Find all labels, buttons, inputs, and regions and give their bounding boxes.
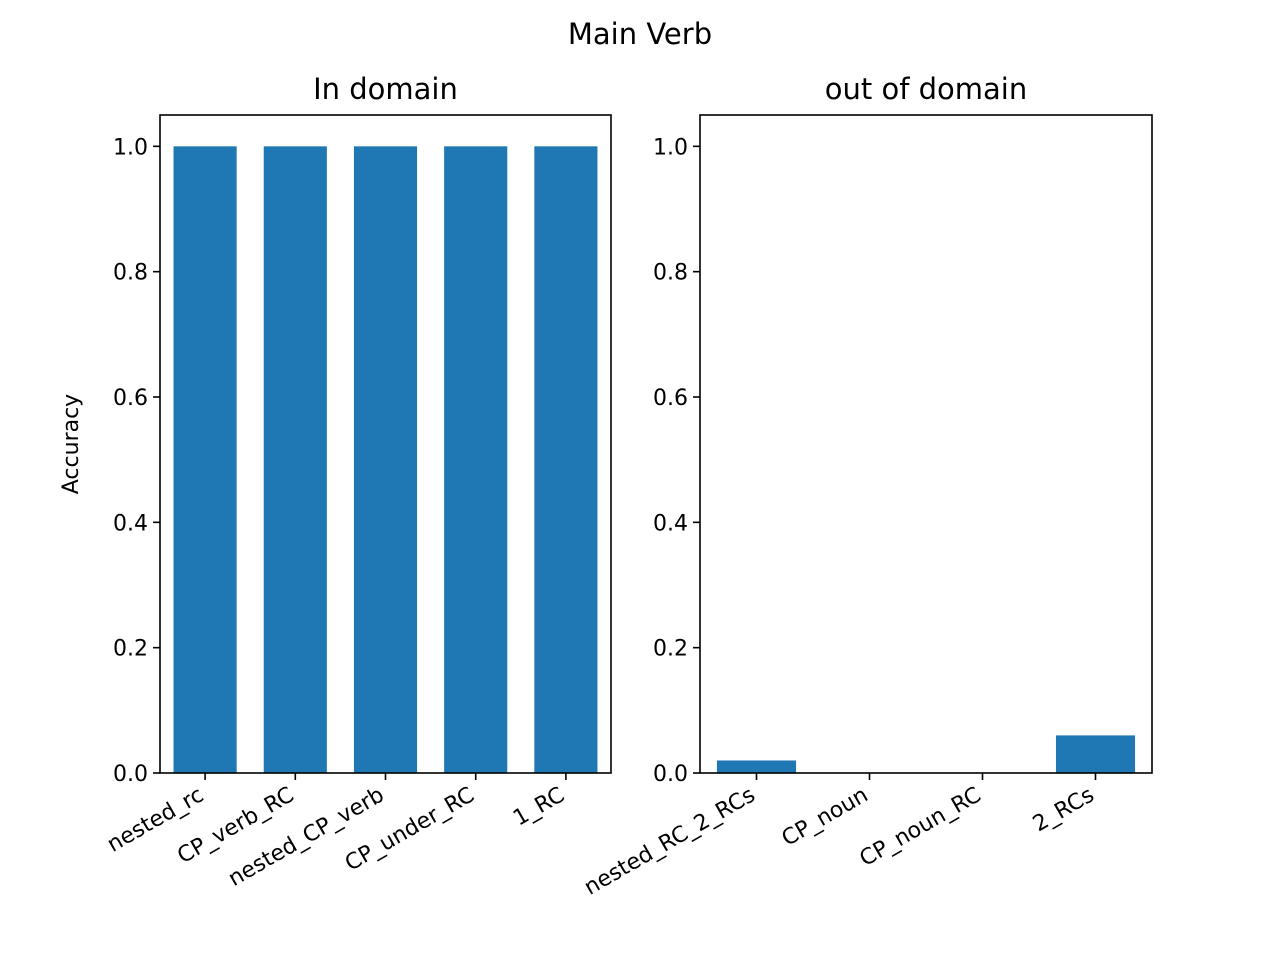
figure-title: Main Verb [568,17,712,51]
y-tick-label: 0.4 [113,511,148,536]
y-tick-label: 0.0 [113,762,148,787]
y-tick-label: 0.8 [653,261,688,286]
y-tick-label: 1.0 [653,135,688,160]
y-tick-label: 0.2 [653,637,688,662]
panel-title: In domain [313,72,458,106]
panel-in-domain: 0.00.20.40.60.81.0nested_rcCP_verb_RCnes… [59,72,612,892]
y-tick-label: 0.6 [113,386,148,411]
bar-nested-rc [173,146,237,773]
bar-nested-rc-2-rcs [716,760,797,773]
bar-cp-under-rc [444,146,508,773]
y-tick-label: 0.6 [653,386,688,411]
y-tick-label: 0.0 [653,762,688,787]
y-tick-label: 0.2 [113,637,148,662]
y-axis-label: Accuracy [59,394,84,494]
y-tick-label: 0.4 [653,511,688,536]
bar-nested-cp-verb [353,146,418,773]
panel-title: out of domain [825,72,1028,106]
bar-2-rcs [1055,735,1136,773]
bar-cp-verb-rc [263,146,327,773]
y-tick-label: 0.8 [113,261,148,286]
bar-1-rc [534,146,598,773]
axes-frame [699,114,1153,774]
y-tick-label: 1.0 [113,135,148,160]
